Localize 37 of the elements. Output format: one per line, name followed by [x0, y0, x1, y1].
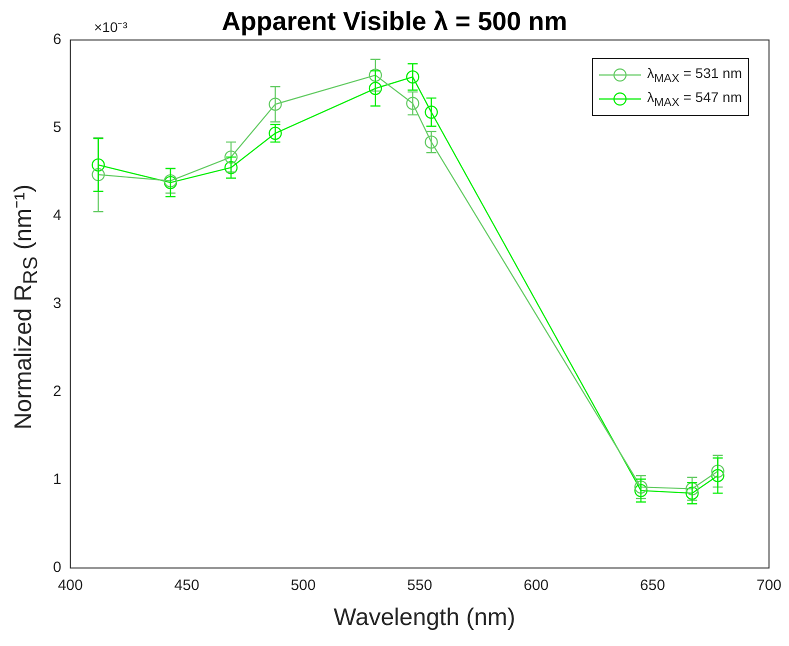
- x-tick-label: 600: [524, 577, 549, 594]
- point: [686, 482, 699, 496]
- point: [368, 82, 382, 95]
- point: [368, 68, 382, 82]
- y-tick-label: 1: [53, 471, 62, 488]
- point: [711, 464, 724, 478]
- x-tick-label: 650: [640, 577, 666, 594]
- point: [406, 70, 420, 84]
- legend-label: λ$_{MAX}$ = 531 nm: [647, 65, 742, 85]
- point: [268, 126, 282, 140]
- point: [424, 106, 438, 119]
- point: [92, 158, 105, 172]
- y-tick-label: 6: [53, 31, 62, 48]
- y-tick-label: 4: [53, 207, 62, 224]
- point: [634, 480, 648, 494]
- point: [711, 469, 724, 482]
- point: [424, 135, 438, 149]
- chart-title: Apparent Visible λ = 500 nm: [222, 6, 568, 36]
- y-tick-label: 3: [53, 295, 62, 312]
- point: [634, 484, 648, 498]
- point: [268, 98, 282, 111]
- point: [224, 150, 238, 164]
- text: ×10⁻³: [94, 19, 128, 35]
- x-tick-label: 500: [290, 577, 316, 594]
- x-tick-label: 550: [407, 577, 432, 594]
- point: [92, 168, 105, 182]
- point: [686, 486, 699, 500]
- x-tick-label: 400: [58, 577, 83, 594]
- legend-label: λ$_{MAX}$ = 547 nm: [647, 89, 742, 109]
- x-tick-label: 450: [174, 577, 200, 594]
- point: [224, 161, 238, 174]
- y-tick-label: 0: [53, 559, 62, 576]
- x-axis-title: Wavelength (nm): [332, 604, 516, 632]
- y-tick-label: 5: [53, 119, 62, 136]
- y-tick-label: 2: [53, 383, 62, 400]
- point: [406, 96, 420, 110]
- x-tick-label: 700: [756, 577, 782, 594]
